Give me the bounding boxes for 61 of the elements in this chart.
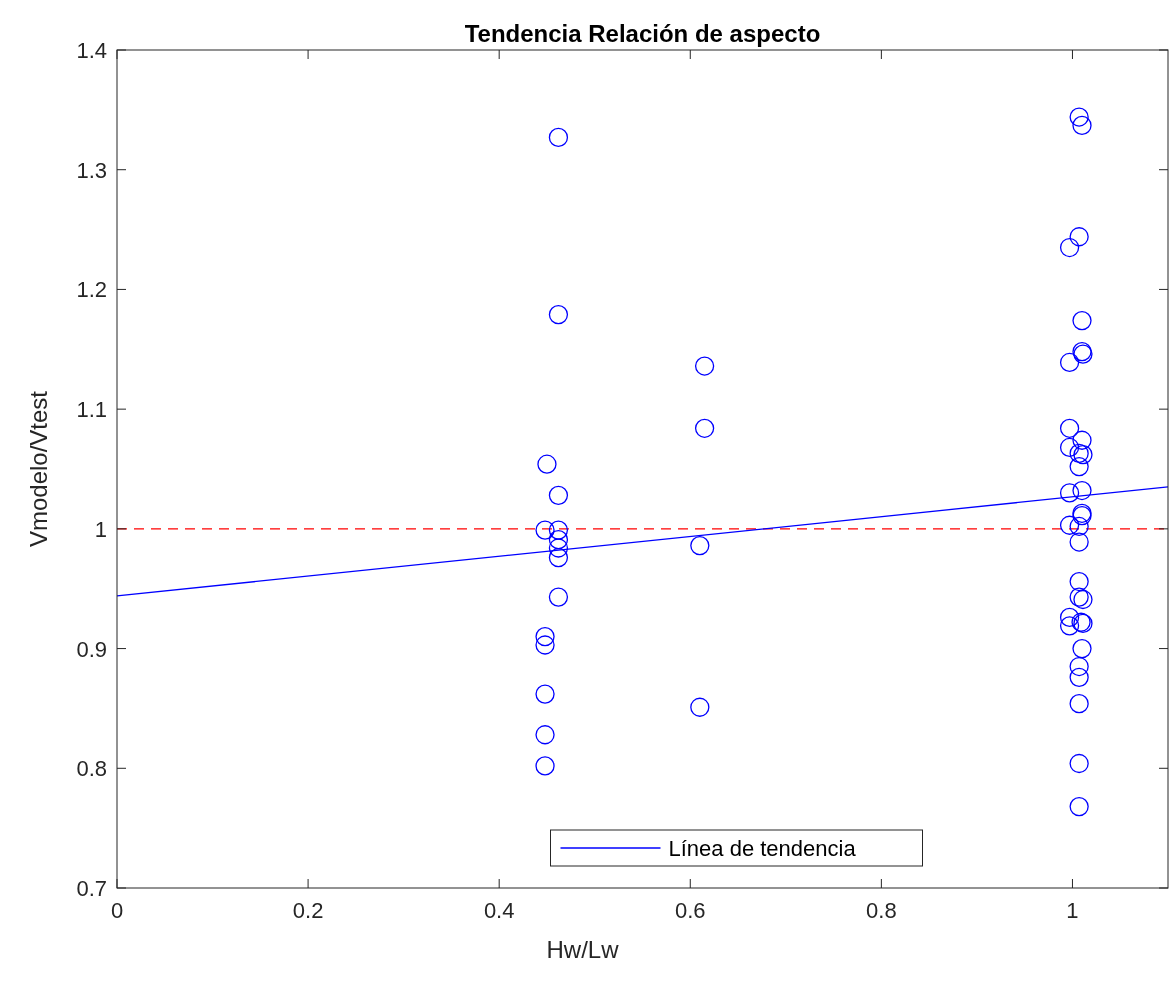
point: [1072, 480, 1092, 501]
point: [690, 535, 710, 556]
point: [548, 485, 569, 505]
point: [548, 587, 569, 607]
point: [1069, 227, 1089, 247]
point: [548, 304, 569, 325]
point: [1069, 456, 1089, 477]
y-tick-label: 1.4: [76, 38, 107, 63]
point: [548, 520, 569, 540]
point: [1069, 667, 1089, 687]
point: [1072, 310, 1092, 331]
point: [535, 626, 555, 647]
point: [1059, 418, 1080, 438]
point: [1072, 638, 1092, 659]
point: [1059, 515, 1080, 535]
point: [1069, 693, 1089, 714]
point: [1059, 483, 1080, 503]
y-tick-label: 0.9: [76, 636, 107, 662]
y-tick-label: 1.2: [76, 277, 107, 303]
legend-label: Línea de tendencia: [668, 836, 857, 861]
y-axis-title: Vmodelo/Vtest: [25, 390, 52, 548]
y-tick-label: 1.1: [76, 397, 107, 423]
y-tick-label: 0.8: [76, 756, 107, 782]
point: [548, 538, 569, 558]
point: [1069, 107, 1089, 127]
point: [535, 756, 555, 776]
point: [1059, 607, 1080, 628]
point: [1069, 532, 1089, 552]
point: [1072, 115, 1092, 136]
point: [1069, 516, 1089, 537]
point: [690, 697, 710, 717]
point: [1059, 616, 1080, 636]
point: [535, 684, 555, 704]
point: [1059, 352, 1080, 373]
point: [535, 635, 555, 655]
point: [1069, 656, 1089, 677]
point: [548, 547, 569, 568]
point: [535, 725, 555, 745]
point: [548, 127, 569, 148]
chart-title: Tendencia Relación de aspecto: [464, 20, 821, 47]
point: [1069, 571, 1089, 592]
x-tick-label: 0: [110, 898, 124, 923]
point: [548, 529, 569, 550]
point: [694, 356, 715, 376]
point: [537, 454, 557, 474]
point: [1059, 437, 1080, 458]
x-axis-title: Hw/Lw: [546, 936, 620, 963]
y-tick-label: 0.7: [76, 876, 107, 901]
x-tick-label: 1: [1066, 898, 1079, 923]
y-tick-label: 1: [94, 516, 107, 542]
point: [535, 520, 555, 540]
point: [1072, 430, 1092, 450]
x-tick-label: 0.4: [483, 898, 515, 923]
y-tick-label: 1.3: [76, 157, 107, 183]
x-tick-label: 0.6: [674, 898, 706, 923]
x-tick-label: 0.8: [866, 898, 897, 923]
point: [1069, 753, 1089, 774]
point: [1059, 237, 1080, 258]
point: [694, 418, 715, 438]
point: [1069, 796, 1089, 817]
x-tick-label: 0.2: [292, 898, 324, 923]
